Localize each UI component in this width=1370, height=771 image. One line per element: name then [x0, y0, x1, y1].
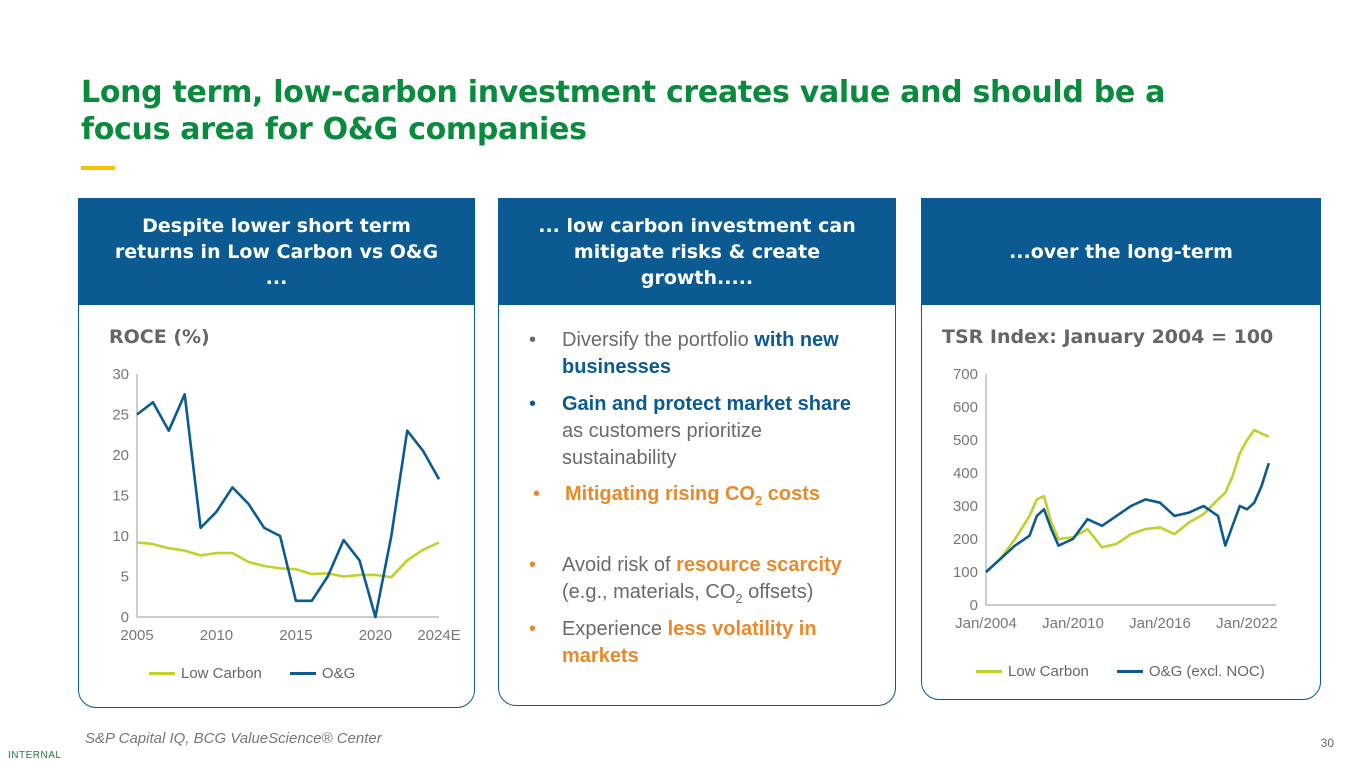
y-tick-label: 0 [121, 609, 129, 626]
legend-low-carbon-swatch [976, 670, 1002, 673]
x-tick-label: 2020 [359, 627, 392, 644]
y-tick-label: 30 [112, 366, 129, 383]
y-tick-label: 500 [953, 432, 978, 449]
classification-label: INTERNAL [8, 750, 62, 761]
x-tick-label: 2005 [120, 627, 153, 644]
legend-og-label: O&G [321, 665, 356, 682]
x-tick-label: Jan/2010 [1042, 615, 1104, 632]
roce-legend: Low Carbon O&G [149, 665, 355, 682]
bullet-market-share: • Gain and protect market share as custo… [529, 393, 851, 469]
x-tick-label: 2024E [417, 627, 460, 644]
panel-roce: Despite lower short term returns in Low … [78, 198, 475, 708]
page-title: Long term, low-carbon investment creates… [81, 75, 1166, 147]
bullet-resource-scarcity: • Avoid risk of resource scarcity (e.g.,… [529, 554, 842, 606]
legend-og-swatch [289, 672, 316, 675]
roce-chart: 0 5 10 15 20 25 30 2005 2010 2015 2020 2024E [112, 366, 460, 644]
legend-og-swatch [1116, 670, 1143, 673]
bullet-co2-costs: • Mitigating rising CO2 costs [533, 483, 821, 508]
y-tick-label: 300 [953, 498, 978, 515]
bullet-diversify: • Diversify the portfolio with new busin… [529, 329, 839, 378]
y-tick-label: 15 [112, 488, 129, 505]
panel-mitigation: ... low carbon investment can mitigate r… [498, 198, 896, 706]
y-tick-label: 700 [953, 366, 978, 383]
series-line-o-g [136, 392, 441, 619]
panel-roce-header: Despite lower short term returns in Low … [79, 199, 474, 305]
series-line-low-carbon [985, 428, 1270, 573]
legend-low-carbon-label: Low Carbon [1008, 663, 1089, 680]
tsr-chart: 0 100 200 300 400 500 600 700 Jan/2004 Jan/2010 Ja… [953, 366, 1278, 632]
x-tick-label: 2010 [200, 627, 233, 644]
x-tick-label: Jan/2022 [1216, 615, 1278, 632]
source-note: S&P Capital IQ, BCG ValueScience® Center [85, 730, 382, 747]
y-tick-label: 200 [953, 531, 978, 548]
series-line-o-g-excl-noc- [985, 462, 1271, 573]
panel-tsr-header: ...over the long-term [922, 199, 1320, 305]
y-tick-label: 20 [112, 447, 129, 464]
y-tick-label: 400 [953, 465, 978, 482]
x-tick-label: 2015 [279, 627, 312, 644]
legend-low-carbon-label: Low Carbon [181, 665, 262, 682]
y-tick-label: 100 [953, 564, 978, 581]
panel-tsr: ...over the long-term TSR Index: January… [921, 198, 1321, 700]
title-accent-line [81, 166, 115, 170]
roce-chart-title: ROCE (%) [109, 326, 210, 348]
y-tick-label: 25 [112, 407, 129, 424]
y-tick-label: 0 [970, 597, 978, 614]
tsr-chart-title: TSR Index: January 2004 = 100 [942, 326, 1274, 348]
legend-low-carbon-swatch [149, 672, 175, 675]
y-tick-label: 5 [121, 569, 129, 586]
mitigation-bullets: • Diversify the portfolio with new busin… [527, 327, 877, 670]
x-tick-label: Jan/2004 [955, 615, 1017, 632]
panel-mitigation-header: ... low carbon investment can mitigate r… [499, 199, 895, 305]
bullet-volatility: • Experience less volatility in markets [529, 618, 817, 667]
y-tick-label: 10 [112, 528, 129, 545]
page-number: 30 [1320, 736, 1334, 750]
x-tick-label: Jan/2016 [1129, 615, 1191, 632]
tsr-legend: Low Carbon O&G (excl. NOC) [976, 663, 1265, 680]
y-tick-label: 600 [953, 399, 978, 416]
legend-og-label: O&G (excl. NOC) [1148, 663, 1265, 680]
